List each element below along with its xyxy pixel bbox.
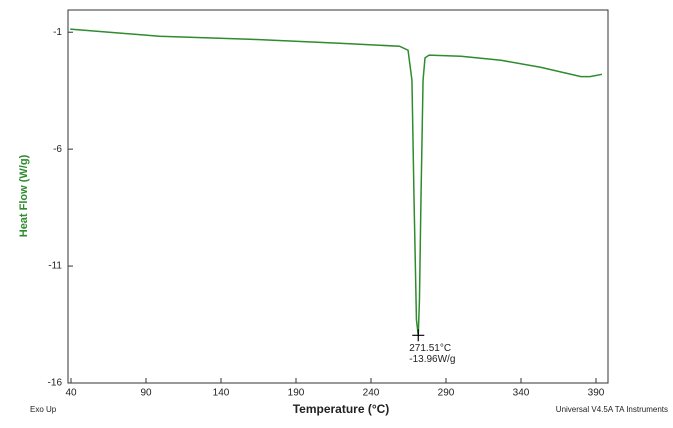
x-tick-label: 240 bbox=[363, 388, 380, 399]
x-tick-label: 390 bbox=[588, 388, 605, 399]
y-tick-label: -6 bbox=[53, 144, 62, 155]
data-line bbox=[70, 28, 603, 336]
x-tick-label: 340 bbox=[513, 388, 530, 399]
x-axis-label: Temperature (°C) bbox=[293, 402, 390, 416]
y-axis-label: Heat Flow (W/g) bbox=[18, 154, 30, 237]
annotation-y: -13.96W/g bbox=[409, 354, 455, 365]
x-tick-label: 140 bbox=[213, 388, 230, 399]
plot-frame bbox=[67, 9, 609, 384]
y-tick-label: -16 bbox=[48, 378, 63, 389]
x-tick-label: 40 bbox=[65, 388, 77, 399]
x-tick-label: 90 bbox=[140, 388, 152, 399]
x-tick-label: 290 bbox=[438, 388, 455, 399]
x-tick-label: 190 bbox=[288, 388, 305, 399]
annotation-x: 271.51°C bbox=[409, 343, 451, 354]
y-tick-label: -1 bbox=[53, 27, 62, 38]
annotation-marker bbox=[412, 329, 425, 342]
footer-right: Universal V4.5A TA Instruments bbox=[556, 405, 668, 414]
y-tick-label: -11 bbox=[48, 261, 62, 272]
footer-left: Exo Up bbox=[30, 405, 57, 414]
